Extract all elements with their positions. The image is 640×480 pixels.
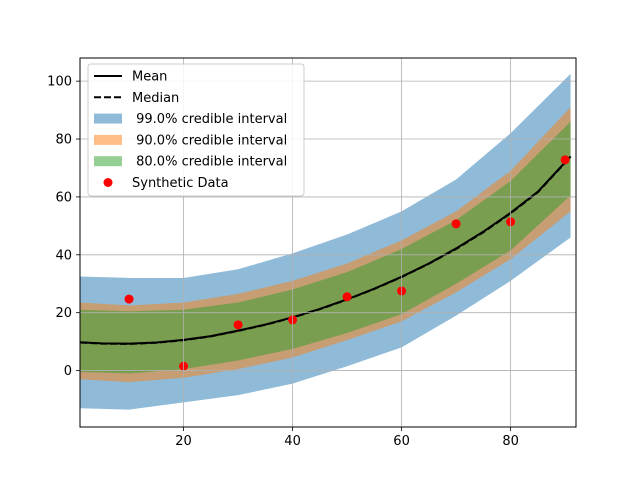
legend: Mean Median 99.0% credible interval 90.0%… — [87, 63, 305, 197]
x-tick-label-60: 60 — [393, 434, 410, 449]
y-tick-label-60: 60 — [55, 190, 72, 205]
x-tick-label-20: 20 — [175, 434, 192, 449]
legend-label-3: 90.0% credible interval — [132, 133, 287, 148]
plot-area — [79, 57, 577, 428]
data-point-4 — [342, 292, 352, 302]
legend-label-2: 99.0% credible interval — [132, 112, 287, 127]
y-tick-label-40: 40 — [55, 248, 72, 263]
legend-label-5: Synthetic Data — [132, 176, 229, 191]
axes-frame — [79, 57, 577, 428]
data-point-8 — [560, 155, 570, 165]
x-tick-label-40: 40 — [284, 434, 301, 449]
legend-label-1: Median — [132, 91, 179, 106]
legend-handle-3 — [94, 134, 122, 145]
data-point-6 — [451, 219, 461, 229]
legend-label-0: Mean — [132, 70, 167, 85]
data-point-0 — [124, 294, 134, 304]
series-line-median — [80, 156, 572, 345]
y-tick-label-80: 80 — [55, 133, 72, 148]
data-point-2 — [233, 320, 243, 330]
legend-box — [87, 63, 305, 197]
band-2-fill — [80, 121, 571, 374]
y-tick-label-20: 20 — [55, 306, 72, 321]
legend-handle-5 — [103, 178, 113, 187]
x-tick-label-80: 80 — [502, 434, 519, 449]
axis-ticks: 20 40 60 80 0 20 40 60 80 100 — [47, 75, 519, 449]
legend-handle-4 — [94, 156, 122, 167]
legend-label-4: 80.0% credible interval — [132, 155, 287, 170]
y-tick-label-0: 0 — [64, 364, 72, 379]
legend-handle-2 — [94, 113, 122, 124]
y-tick-label-100: 100 — [47, 75, 72, 90]
